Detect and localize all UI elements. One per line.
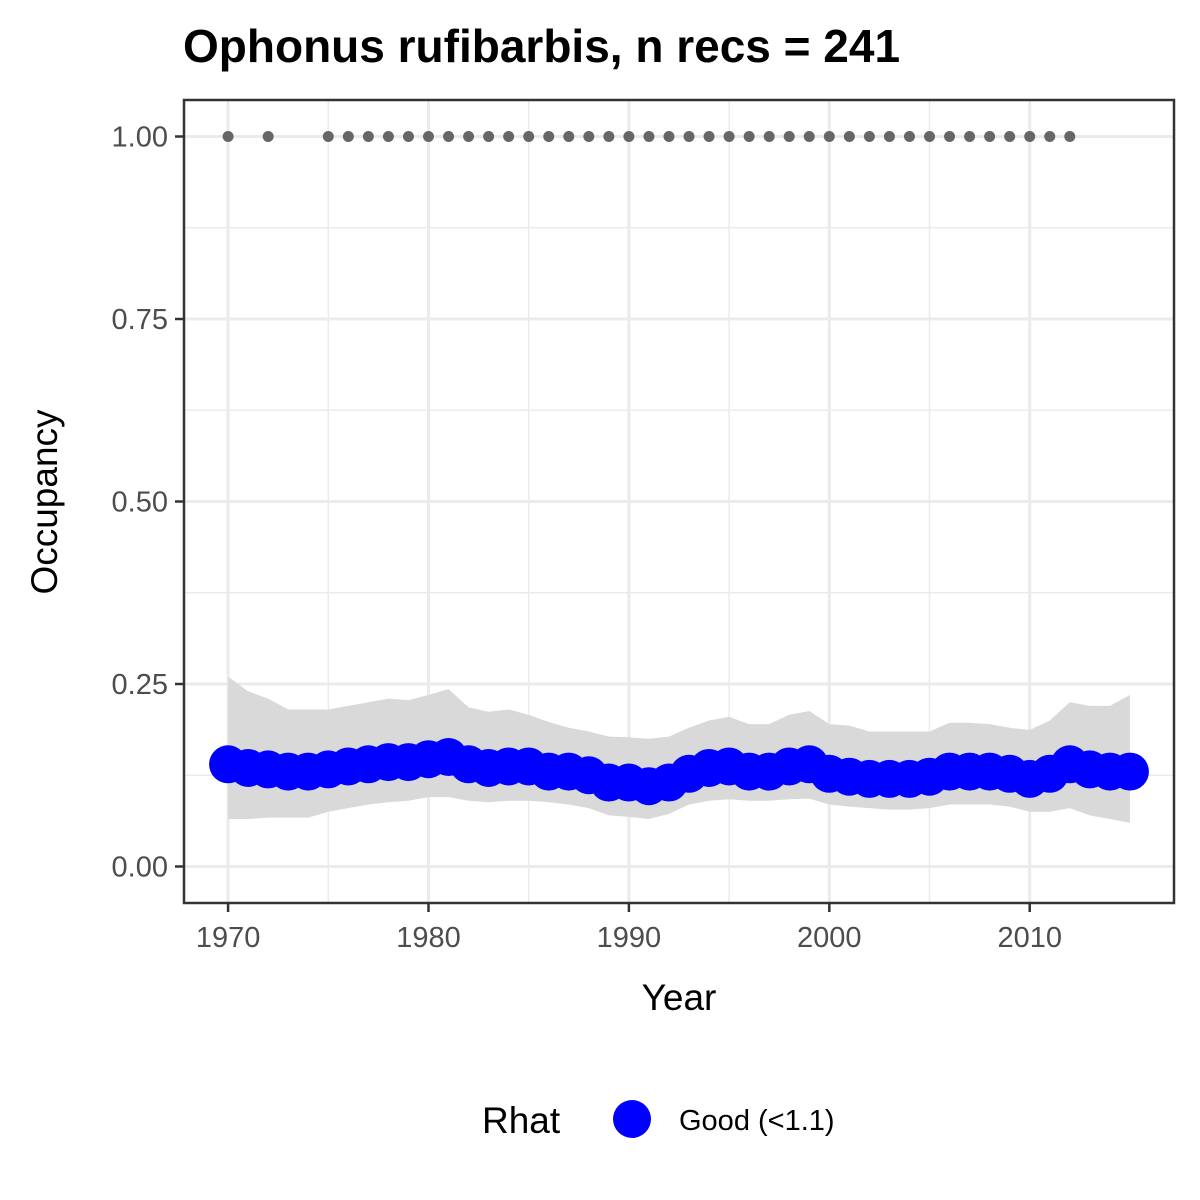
record-point: [723, 131, 735, 142]
record-point: [903, 131, 915, 142]
record-point: [603, 131, 615, 142]
record-point: [342, 131, 354, 142]
record-point: [543, 131, 555, 142]
y-tick-label: 1.00: [112, 122, 168, 154]
record-point: [783, 131, 795, 142]
record-point: [362, 131, 374, 142]
record-point: [503, 131, 515, 142]
record-point: [1044, 131, 1056, 142]
record-point: [443, 131, 455, 142]
y-tick-label: 0.50: [112, 487, 168, 519]
x-axis: 1970 1980 1990 2000 2010: [196, 903, 1062, 954]
record-point: [823, 131, 835, 142]
record-point: [1024, 131, 1036, 142]
y-tick-label: 0.75: [112, 304, 168, 336]
record-point: [222, 131, 234, 142]
record-point: [402, 131, 414, 142]
y-tick-label: 0.00: [112, 852, 168, 884]
record-point: [703, 131, 715, 142]
record-point: [643, 131, 655, 142]
record-point: [483, 131, 495, 142]
record-point: [743, 131, 755, 142]
y-axis: 0.00 0.25 0.50 0.75 1.00: [112, 122, 184, 884]
x-axis-title: Year: [642, 977, 717, 1018]
x-tick-label: 1980: [396, 922, 461, 954]
record-point: [422, 131, 434, 142]
record-point: [623, 131, 635, 142]
chart-title: Ophonus rufibarbis, n recs = 241: [183, 20, 900, 72]
x-tick-label: 2010: [997, 922, 1062, 954]
record-point: [683, 131, 695, 142]
y-axis-title: Occupancy: [24, 409, 65, 595]
record-points-layer: [222, 131, 1076, 142]
record-point: [262, 131, 274, 142]
record-point: [984, 131, 996, 142]
record-point: [964, 131, 976, 142]
record-point: [944, 131, 956, 142]
record-point: [663, 131, 675, 142]
record-point: [763, 131, 775, 142]
record-point: [843, 131, 855, 142]
record-point: [382, 131, 394, 142]
legend-title: Rhat: [482, 1100, 561, 1141]
record-point: [523, 131, 535, 142]
record-point: [1064, 131, 1076, 142]
occupancy-point: [1110, 752, 1149, 791]
x-tick-label: 2000: [797, 922, 862, 954]
record-point: [463, 131, 475, 142]
record-point: [322, 131, 334, 142]
legend-key-good: [613, 1100, 651, 1138]
record-point: [883, 131, 895, 142]
legend: Rhat Good (<1.1): [482, 1100, 835, 1141]
legend-label-good: Good (<1.1): [679, 1105, 835, 1137]
record-point: [863, 131, 875, 142]
record-point: [924, 131, 936, 142]
occupancy-points-layer: [209, 738, 1149, 806]
record-point: [1004, 131, 1016, 142]
record-point: [563, 131, 575, 142]
x-tick-label: 1970: [196, 922, 261, 954]
y-tick-label: 0.25: [112, 669, 168, 701]
record-point: [803, 131, 815, 142]
x-tick-label: 1990: [597, 922, 662, 954]
record-point: [583, 131, 595, 142]
